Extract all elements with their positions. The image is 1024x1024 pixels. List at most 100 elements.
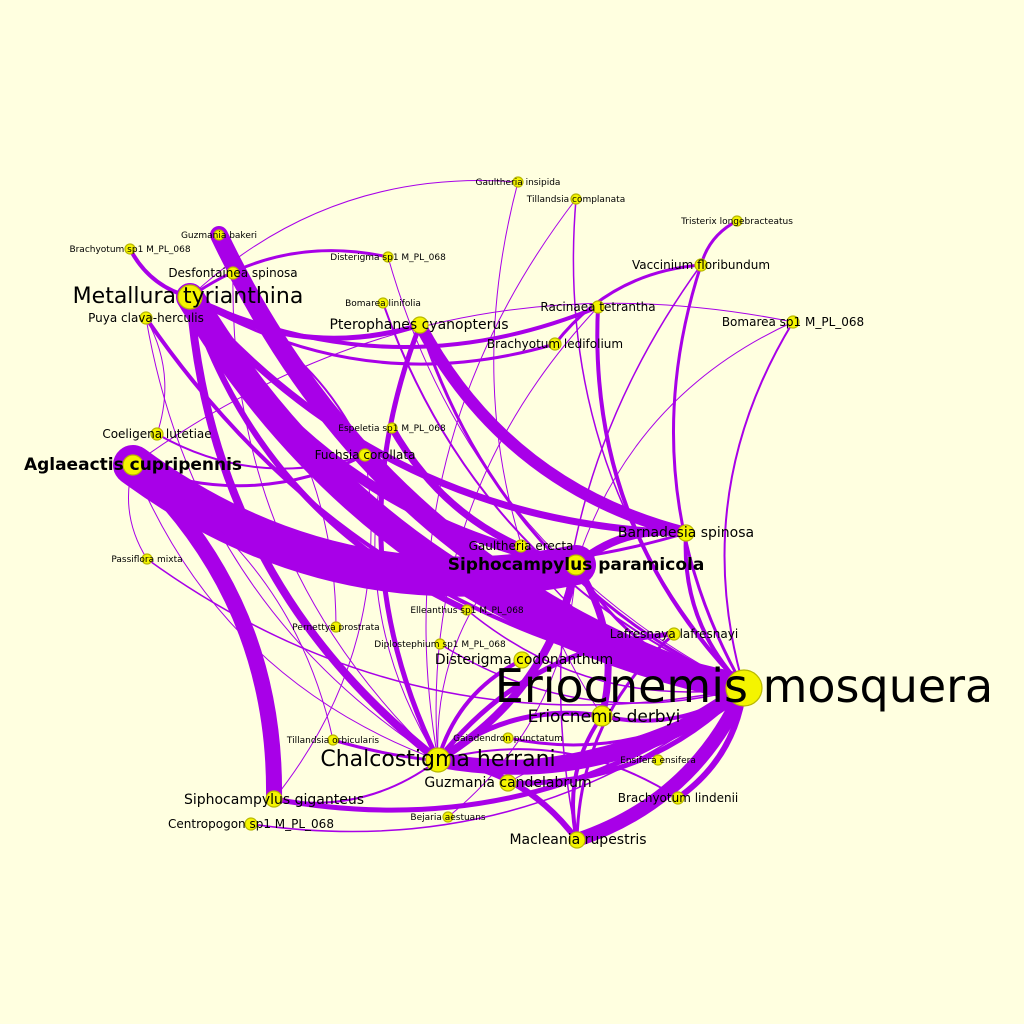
node-macleania_rupestris[interactable]	[568, 831, 586, 849]
node-disterigma_codonanthum[interactable]	[513, 651, 531, 669]
node-guzmania_bakeri[interactable]	[213, 229, 225, 241]
node-eriocnemis_derbyi[interactable]	[591, 705, 613, 727]
node-ensifera_ensifera[interactable]	[652, 754, 664, 766]
node-pterophanes_cyanopterus[interactable]	[411, 316, 429, 334]
edge-pterophanes_cyanopterus-eriocnemis_mosquera	[418, 323, 746, 690]
node-label-desfontainea_spinosa: Desfontainea spinosa	[168, 266, 297, 280]
edge-elleanthus_sp1-eriocnemis_mosquera	[466, 609, 745, 693]
node-bomarea_linifolia[interactable]	[377, 297, 389, 309]
node-gaiadendron_punctatum[interactable]	[502, 732, 514, 744]
node-chalcostigma_herrani[interactable]	[425, 747, 451, 773]
node-barnadesia_spinosa[interactable]	[677, 524, 695, 542]
node-label-espeletia_sp1: Espeletia sp1 M_PL_068	[338, 424, 446, 434]
node-label-guzmania_bakeri: Guzmania bakeri	[181, 231, 257, 241]
node-label-disterigma_sp1: Disterigma sp1 M_PL_068	[330, 253, 446, 263]
node-guzmania_candelabrum[interactable]	[499, 774, 517, 792]
edge-vaccinium_floribundum-eriocnemis_mosquera	[672, 263, 746, 690]
node-label-tillandsia_orbicularis: Tillandsia orbicularis	[286, 736, 380, 746]
edge-metallura_tyrianthina-barnadesia_spinosa	[186, 293, 690, 537]
node-label-racinaea_tetrantha: Racinaea tetrantha	[540, 300, 655, 314]
edge-bejaria_aestuans-siphocampylus_paramicola	[447, 564, 577, 818]
edge-centropogon_sp1-eriocnemis_mosquera	[250, 687, 745, 833]
node-label-macleania_rupestris: Macleania rupestris	[509, 832, 646, 848]
edge-tillandsia_orbicularis-eriocnemis_mosquera	[331, 686, 746, 765]
node-label-bejaria_aestuans: Bejaria aestuans	[410, 813, 485, 823]
node-label-gaiadendron_punctatum: Gaiadendron punctatum	[453, 734, 563, 744]
node-label-eriocnemis_mosquera: Eriocnemis mosquera	[495, 659, 994, 713]
edge-puya_clava_herculis-eriocnemis_mosquera	[144, 316, 746, 690]
node-siphocampylus_paramicola[interactable]	[565, 554, 587, 576]
node-label-centropogon_sp1: Centropogon sp1 M_PL_068	[168, 817, 334, 831]
node-label-metallura_tyrianthina: Metallura tyrianthina	[73, 284, 304, 309]
node-gaultheria_insipida[interactable]	[512, 176, 524, 188]
edge-aglaeactis_cupripennis-passiflora_mixta	[128, 464, 148, 560]
node-label-pterophanes_cyanopterus: Pterophanes cyanopterus	[329, 317, 508, 333]
node-espeletia_sp1[interactable]	[386, 422, 398, 434]
edge-bomarea_linifolia-eriocnemis_mosquera	[382, 302, 745, 689]
edge-passiflora_mixta-eriocnemis_mosquera	[146, 558, 745, 706]
node-disterigma_sp1[interactable]	[382, 251, 394, 263]
node-desfontainea_spinosa[interactable]	[226, 266, 240, 280]
node-pernettya_prostrata[interactable]	[330, 621, 342, 633]
edge-aglaeactis_cupripennis-fuchsia_corollata	[131, 453, 367, 488]
node-lafresnaya_lafresnayi[interactable]	[667, 627, 681, 641]
node-label-brachyotum_sp1: Brachyotum sp1 M_PL_068	[69, 245, 190, 255]
node-layer	[122, 176, 800, 849]
edge-pterophanes_cyanopterus-barnadesia_spinosa	[414, 319, 692, 539]
edge-tillandsia_complanata-eriocnemis_mosquera	[572, 198, 745, 689]
node-centropogon_sp1[interactable]	[244, 817, 258, 831]
node-passiflora_mixta[interactable]	[141, 553, 153, 565]
edge-coeligena_lutetiae-puya_clava_herculis	[145, 317, 166, 435]
node-brachyotum_ledifolium[interactable]	[548, 337, 562, 351]
node-brachyotum_lindenii[interactable]	[671, 791, 685, 805]
node-label-passiflora_mixta: Passiflora mixta	[111, 555, 182, 565]
node-siphocampylus_giganteus[interactable]	[265, 790, 283, 808]
edge-metallura_tyrianthina-elleanthus_sp1	[187, 294, 470, 613]
node-label-pernettya_prostrata: Pernettya prostrata	[292, 623, 379, 633]
node-elleanthus_sp1[interactable]	[461, 604, 473, 616]
edge-siphocampylus_paramicola-eriocnemis_mosquera	[574, 563, 746, 690]
node-brachyotum_sp1[interactable]	[124, 243, 136, 255]
node-label-brachyotum_lindenii: Brachyotum lindenii	[618, 791, 739, 805]
edge-metallura_tyrianthina-chalcostigma_herrani	[186, 293, 442, 764]
node-label-fuchsia_corollata: Fuchsia corollata	[315, 448, 416, 462]
node-label-chalcostigma_herrani: Chalcostigma herrani	[320, 747, 555, 772]
node-label-brachyotum_ledifolium: Brachyotum ledifolium	[487, 337, 623, 351]
node-label-ensifera_ensifera: Ensifera ensifera	[620, 756, 696, 766]
node-label-diplostephium_sp1: Diplostephium sp1 M_PL_068	[374, 640, 506, 650]
edge-gaultheria_erecta-chalcostigma_herrani	[437, 545, 522, 761]
node-tillandsia_complanata[interactable]	[570, 193, 582, 205]
edge-siphocampylus_giganteus-chalcostigma_herrani	[273, 759, 439, 804]
node-fuchsia_corollata[interactable]	[358, 448, 372, 462]
node-racinaea_tetrantha[interactable]	[591, 300, 605, 314]
node-label-barnadesia_spinosa: Barnadesia spinosa	[618, 525, 754, 541]
edge-racinaea_tetrantha-eriocnemis_mosquera	[595, 305, 746, 690]
node-coeligena_lutetiae[interactable]	[150, 427, 164, 441]
node-tillandsia_orbicularis[interactable]	[327, 734, 339, 746]
node-label-elleanthus_sp1: Elleanthus sp1 M_PL_068	[410, 606, 524, 616]
node-aglaeactis_cupripennis[interactable]	[122, 454, 144, 476]
node-label-puya_clava_herculis: Puya clava-herculis	[88, 311, 204, 325]
node-gaultheria_erecta[interactable]	[514, 539, 528, 553]
node-label-lafresnaya_lafresnayi: Lafresnaya lafresnayi	[610, 627, 738, 641]
node-vaccinium_floribundum[interactable]	[694, 258, 708, 272]
edge-pterophanes_cyanopterus-chalcostigma_herrani	[378, 322, 441, 763]
edge-gaultheria_erecta-eriocnemis_mosquera	[520, 545, 745, 689]
node-tristerix_longebracteatus[interactable]	[731, 215, 743, 227]
node-puya_clava_herculis[interactable]	[139, 311, 153, 325]
edge-metallura_tyrianthina-racinaea_tetrantha	[188, 295, 600, 350]
node-bomarea_sp1[interactable]	[786, 315, 800, 329]
node-diplostephium_sp1[interactable]	[434, 638, 446, 650]
edge-disterigma_sp1-metallura_tyrianthina	[188, 249, 390, 299]
edge-desfontainea_spinosa-chalcostigma_herrani	[232, 272, 439, 761]
edge-puya_clava_herculis-chalcostigma_herrani	[145, 317, 439, 761]
edge-bomarea_sp1-eriocnemis_mosquera	[723, 321, 794, 689]
node-bejaria_aestuans[interactable]	[442, 811, 454, 823]
node-eriocnemis_mosquera[interactable]	[725, 669, 763, 707]
edge-disterigma_codonanthum-chalcostigma_herrani	[436, 658, 524, 762]
edge-espeletia_sp1-chalcostigma_herrani	[374, 427, 439, 761]
edge-gaultheria_insipida-metallura_tyrianthina	[189, 180, 519, 298]
edge-eriocnemis_derbyi-chalcostigma_herrani	[435, 710, 605, 763]
node-metallura_tyrianthina[interactable]	[177, 284, 203, 310]
